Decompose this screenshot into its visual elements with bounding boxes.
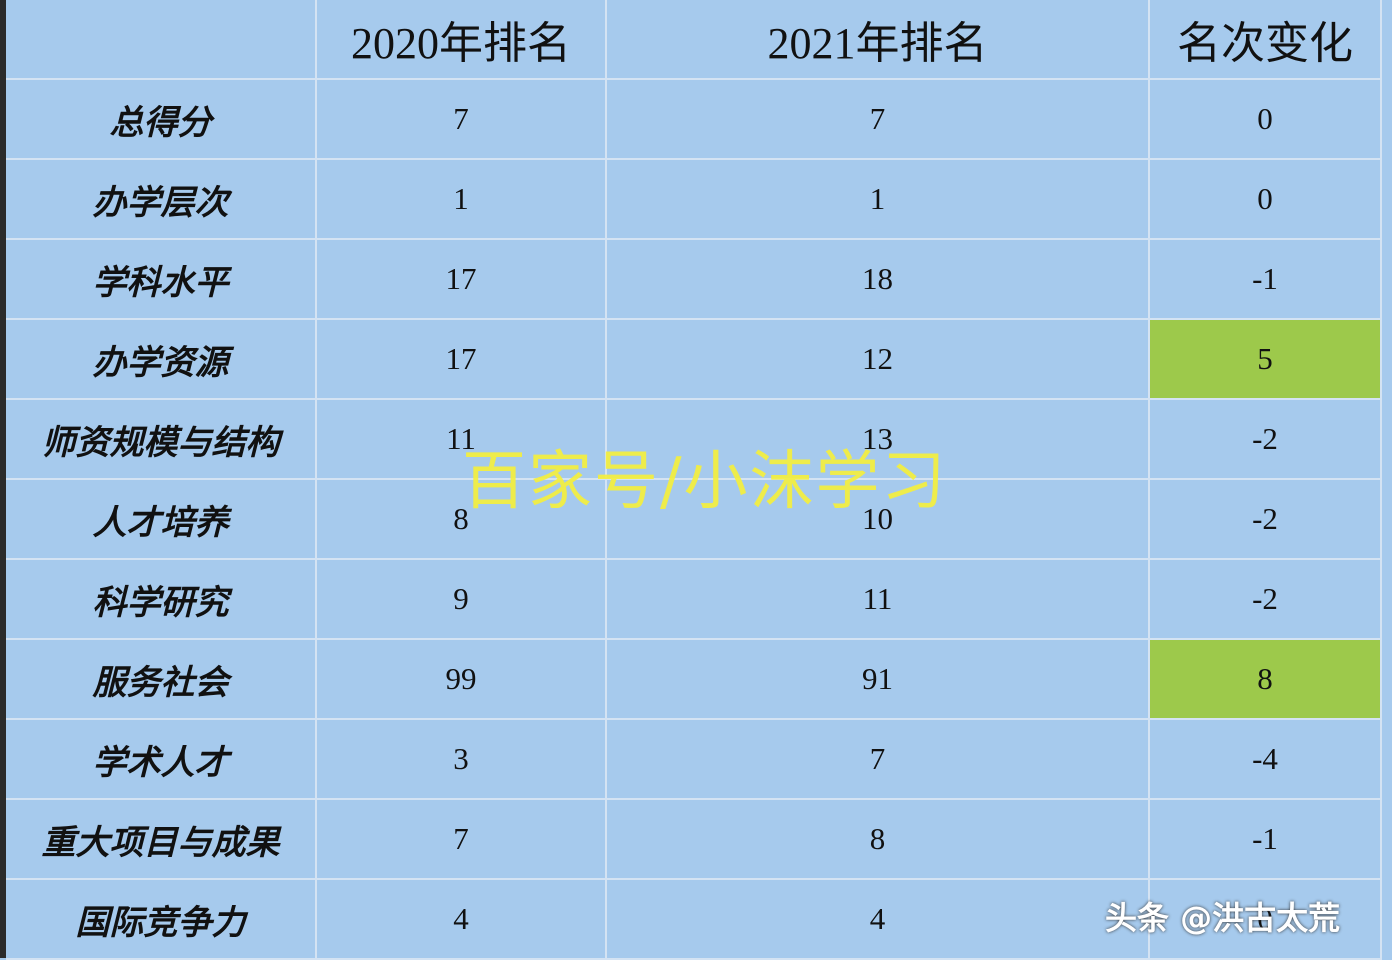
row-label: 学术人才 — [6, 720, 317, 800]
value-cell: 13 — [607, 400, 1150, 480]
value-cell: 11 — [607, 560, 1150, 640]
header-corner — [6, 0, 317, 80]
value-cell: 1 — [607, 160, 1150, 240]
value-cell: 5 — [1150, 320, 1382, 400]
value-cell: 17 — [317, 320, 607, 400]
value-cell: -4 — [1150, 720, 1382, 800]
row-label: 服务社会 — [6, 640, 317, 720]
value-cell: 4 — [317, 880, 607, 960]
row-label: 重大项目与成果 — [6, 800, 317, 880]
watermark: 百家号/小沫学习 — [462, 445, 948, 519]
left-border — [0, 0, 6, 958]
row-label: 国际竞争力 — [6, 880, 317, 960]
column-header: 2021年排名 — [607, 0, 1150, 80]
value-cell: -2 — [1150, 560, 1382, 640]
value-cell: 7 — [317, 80, 607, 160]
value-cell: 9 — [317, 560, 607, 640]
value-cell: 8 — [317, 480, 607, 560]
value-cell: 7 — [317, 800, 607, 880]
value-cell: 1 — [317, 160, 607, 240]
value-cell: 4 — [607, 880, 1150, 960]
value-cell: 0 — [1150, 80, 1382, 160]
value-cell: 3 — [317, 720, 607, 800]
value-cell: 11 — [317, 400, 607, 480]
value-cell: -1 — [1150, 240, 1382, 320]
row-label: 学科水平 — [6, 240, 317, 320]
value-cell: 8 — [607, 800, 1150, 880]
value-cell: 0 — [1150, 160, 1382, 240]
value-cell: -2 — [1150, 480, 1382, 560]
watermark: 头条 @洪古太荒 — [1105, 899, 1341, 937]
row-label: 总得分 — [6, 80, 317, 160]
value-cell: 12 — [607, 320, 1150, 400]
row-label: 科学研究 — [6, 560, 317, 640]
value-cell: 10 — [607, 480, 1150, 560]
value-cell: 99 — [317, 640, 607, 720]
row-label: 人才培养 — [6, 480, 317, 560]
value-cell: 8 — [1150, 640, 1382, 720]
value-cell: 18 — [607, 240, 1150, 320]
value-cell: -1 — [1150, 800, 1382, 880]
value-cell: 17 — [317, 240, 607, 320]
row-label: 办学资源 — [6, 320, 317, 400]
row-label: 师资规模与结构 — [6, 400, 317, 480]
value-cell: -2 — [1150, 400, 1382, 480]
value-cell: 7 — [607, 720, 1150, 800]
column-header: 名次变化 — [1150, 0, 1382, 80]
value-cell: 7 — [607, 80, 1150, 160]
row-label: 办学层次 — [6, 160, 317, 240]
column-header: 2020年排名 — [317, 0, 607, 80]
value-cell: 91 — [607, 640, 1150, 720]
